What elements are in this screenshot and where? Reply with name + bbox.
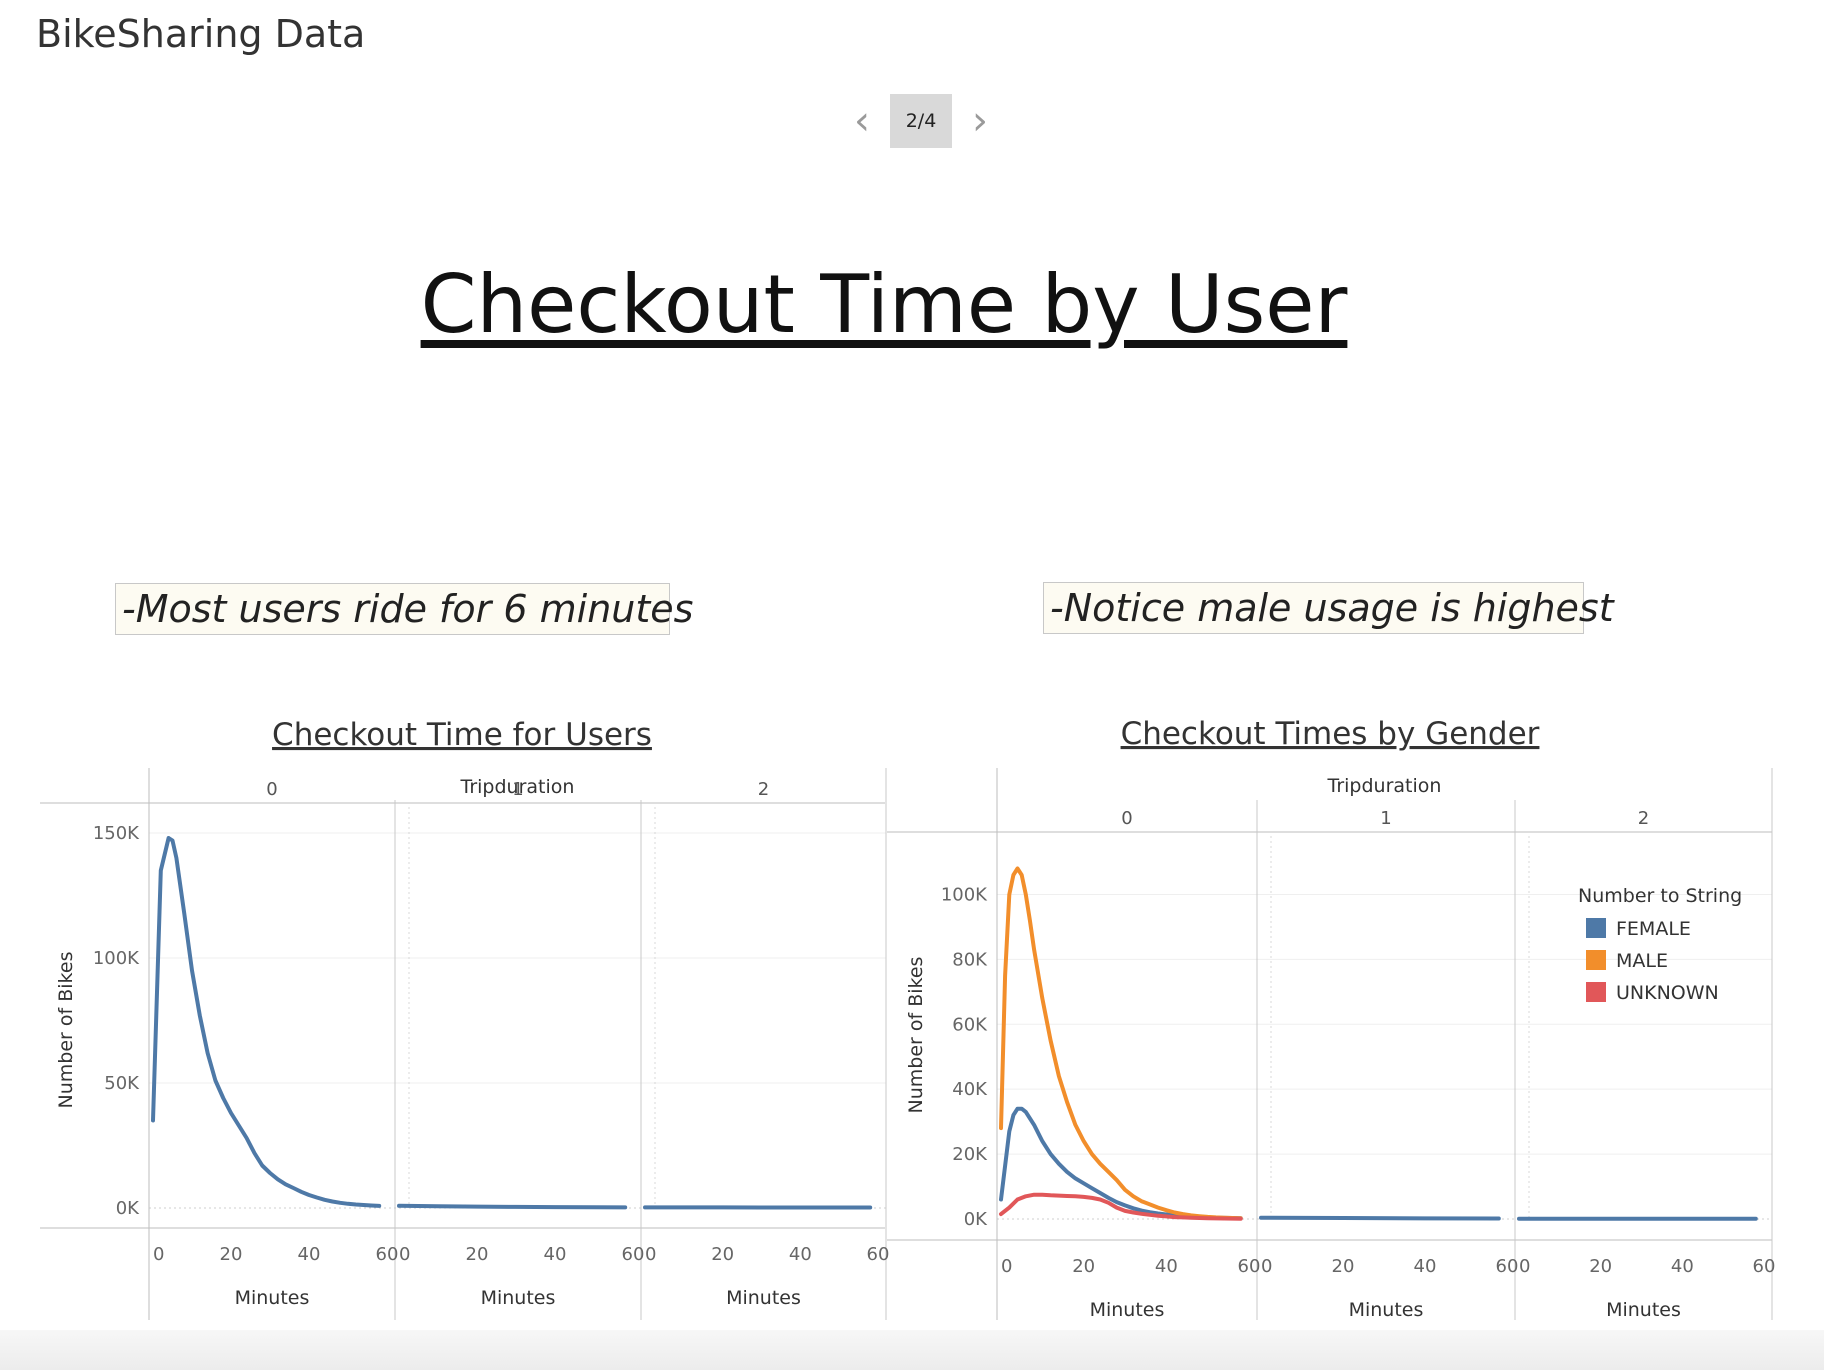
x-tick-label: 0	[153, 1244, 164, 1265]
story-title: Checkout Time by User	[420, 258, 1348, 351]
panel-header: 2	[1638, 808, 1649, 829]
x-tick-label: 20	[466, 1244, 489, 1265]
chevron-right-icon[interactable]: ›	[972, 98, 988, 144]
checkout-time-for-users-chart: Checkout Time for Users Tripduration 0K 50K…	[40, 717, 890, 1320]
chart-title: Checkout Time for Users	[272, 717, 652, 753]
x-tick-label: 20	[1589, 1256, 1612, 1277]
chart-title: Checkout Times by Gender	[1121, 716, 1540, 752]
panel-header: 0	[266, 779, 277, 800]
y-tick-label: 100K	[93, 948, 140, 969]
x-tick-label: 60	[867, 1244, 890, 1265]
series-line-unknown-panel-0	[999, 1192, 1243, 1221]
panel-header: 2	[758, 779, 769, 800]
legend-label-female: FEMALE	[1616, 918, 1691, 940]
x-tick-label: 20	[1332, 1256, 1355, 1277]
y-axis-label: Number of Bikes	[905, 957, 927, 1114]
x-tick-label: 0	[1001, 1256, 1012, 1277]
legend-swatch-unknown	[1586, 982, 1606, 1002]
annotation-right-text: -Notice male usage is highest	[1050, 586, 1614, 630]
annotation-left-text: -Most users ride for 6 minutes	[122, 587, 694, 631]
y-tick-label: 100K	[941, 884, 988, 905]
x-tick-label: 60	[1753, 1256, 1776, 1277]
y-tick-label: 20K	[952, 1144, 988, 1165]
x-axis-label: Minutes	[726, 1287, 801, 1309]
y-tick-label: 150K	[93, 823, 140, 844]
series-line-users-panel-1	[397, 1203, 628, 1210]
x-axis-label: Minutes	[481, 1287, 556, 1309]
y-axis-label: Number of Bikes	[55, 952, 77, 1109]
annotation-left: -Most users ride for 6 minutes	[115, 583, 693, 635]
x-axis-label: Minutes	[1606, 1299, 1681, 1321]
x-axis-label: Minutes	[235, 1287, 310, 1309]
panel-header: 1	[512, 779, 523, 800]
app-title: BikeSharing Data	[36, 12, 366, 56]
bottom-bar	[0, 1330, 1824, 1370]
x-tick-label: 20	[711, 1244, 734, 1265]
y-tick-label: 40K	[952, 1079, 988, 1100]
annotation-right: -Notice male usage is highest	[1043, 582, 1614, 634]
checkout-times-by-gender-chart: Checkout Times by GenderTripduration0K20…	[887, 716, 1776, 1321]
legend-title: Number to String	[1578, 885, 1742, 907]
y-tick-label: 50K	[104, 1073, 140, 1094]
page-indicator[interactable]: 2/4	[890, 94, 952, 148]
x-tick-label: 0	[1519, 1256, 1530, 1277]
x-tick-label: 40	[1414, 1256, 1437, 1277]
y-tick-label: 60K	[952, 1014, 988, 1035]
x-tick-label: 60	[376, 1244, 399, 1265]
y-tick-label: 0K	[964, 1209, 988, 1230]
x-tick-label: 40	[544, 1244, 567, 1265]
legend-label-unknown: UNKNOWN	[1616, 982, 1719, 1004]
x-tick-label: 40	[298, 1244, 321, 1265]
x-tick-label: 20	[220, 1244, 243, 1265]
series-line-female-panel-0	[999, 1106, 1243, 1221]
x-axis-label: Minutes	[1090, 1299, 1165, 1321]
x-tick-label: 20	[1072, 1256, 1095, 1277]
x-tick-label: 0	[399, 1244, 410, 1265]
y-tick-label: 80K	[952, 949, 988, 970]
x-axis-label: Minutes	[1349, 1299, 1424, 1321]
x-tick-label: 0	[645, 1244, 656, 1265]
series-line-users-panel-0	[151, 836, 382, 1208]
x-tick-label: 40	[789, 1244, 812, 1265]
legend-swatch-male	[1586, 950, 1606, 970]
series-line-male-panel-0	[999, 866, 1243, 1221]
x-tick-label: 0	[1261, 1256, 1272, 1277]
x-tick-label: 40	[1155, 1256, 1178, 1277]
x-tick-label: 40	[1671, 1256, 1694, 1277]
panel-header: 0	[1121, 808, 1132, 829]
column-header-label: Tripduration	[460, 776, 575, 798]
column-header-label: Tripduration	[1327, 775, 1442, 797]
x-tick-label: 60	[1496, 1256, 1519, 1277]
series-line-female-panel-1	[1259, 1215, 1501, 1221]
y-tick-label: 0K	[116, 1198, 140, 1219]
x-tick-label: 60	[1238, 1256, 1261, 1277]
story-pager: ‹ 2/4 ›	[840, 94, 1002, 148]
x-tick-label: 60	[622, 1244, 645, 1265]
legend-label-male: MALE	[1616, 950, 1668, 972]
legend-swatch-female	[1586, 918, 1606, 938]
chevron-left-icon[interactable]: ‹	[854, 98, 870, 144]
panel-header: 1	[1380, 808, 1391, 829]
